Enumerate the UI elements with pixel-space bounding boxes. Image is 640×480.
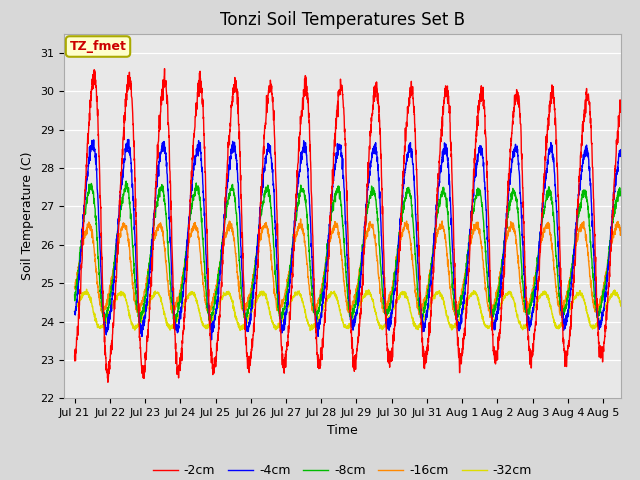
-8cm xyxy=(304,222,312,228)
-2cm xyxy=(280,362,288,368)
-8cm xyxy=(166,270,173,276)
-32cm xyxy=(307,328,314,334)
-4cm xyxy=(617,147,625,153)
-16cm xyxy=(166,291,173,297)
-2cm xyxy=(617,101,625,107)
-8cm xyxy=(548,194,556,200)
-8cm xyxy=(607,239,614,244)
-32cm xyxy=(166,322,173,328)
-2cm xyxy=(71,353,79,359)
-2cm xyxy=(166,166,173,171)
-8cm xyxy=(100,320,108,326)
-4cm xyxy=(71,309,79,314)
-16cm xyxy=(486,314,494,320)
-4cm xyxy=(125,137,132,143)
Title: Tonzi Soil Temperatures Set B: Tonzi Soil Temperatures Set B xyxy=(220,11,465,29)
Legend: -2cm, -4cm, -8cm, -16cm, -32cm: -2cm, -4cm, -8cm, -16cm, -32cm xyxy=(148,459,537,480)
-32cm xyxy=(617,303,625,309)
-8cm xyxy=(133,307,141,312)
-2cm xyxy=(104,379,112,385)
-2cm xyxy=(304,96,312,101)
-16cm xyxy=(617,230,625,236)
Line: -32cm: -32cm xyxy=(75,289,621,331)
-8cm xyxy=(617,189,625,195)
-4cm xyxy=(548,149,556,155)
-32cm xyxy=(607,295,614,300)
-32cm xyxy=(133,324,141,330)
-16cm xyxy=(304,275,312,280)
Y-axis label: Soil Temperature (C): Soil Temperature (C) xyxy=(22,152,35,280)
-2cm xyxy=(133,258,141,264)
-4cm xyxy=(133,285,141,290)
Line: -8cm: -8cm xyxy=(75,181,621,323)
-32cm xyxy=(548,309,556,314)
-8cm xyxy=(280,304,288,310)
-4cm xyxy=(304,175,312,180)
Line: -4cm: -4cm xyxy=(75,140,621,340)
-16cm xyxy=(297,216,305,222)
Line: -16cm: -16cm xyxy=(75,219,621,317)
-16cm xyxy=(71,284,79,290)
-2cm xyxy=(607,247,614,253)
-16cm xyxy=(280,295,288,301)
Line: -2cm: -2cm xyxy=(75,69,621,382)
-16cm xyxy=(548,244,556,250)
-16cm xyxy=(133,306,141,312)
-32cm xyxy=(304,321,312,326)
Text: TZ_fmet: TZ_fmet xyxy=(70,40,127,53)
-32cm xyxy=(280,313,288,319)
-2cm xyxy=(548,91,556,96)
-8cm xyxy=(71,292,79,298)
-4cm xyxy=(280,326,288,332)
X-axis label: Time: Time xyxy=(327,424,358,437)
-8cm xyxy=(122,178,130,184)
-32cm xyxy=(83,287,90,292)
-32cm xyxy=(71,309,79,314)
-4cm xyxy=(166,218,173,224)
-4cm xyxy=(208,337,216,343)
-16cm xyxy=(607,243,614,249)
-4cm xyxy=(607,238,614,244)
-2cm xyxy=(161,66,168,72)
